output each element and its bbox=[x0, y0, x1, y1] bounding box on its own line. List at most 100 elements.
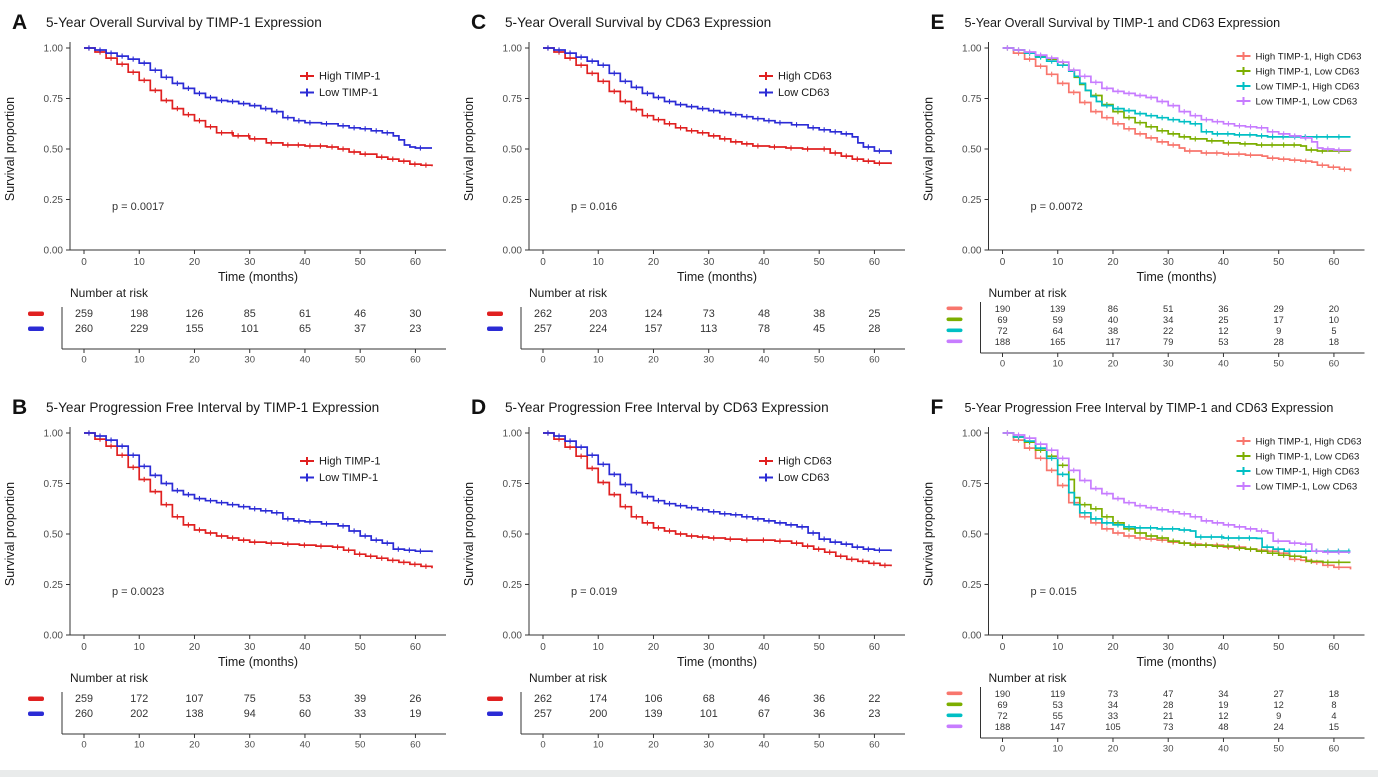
risk-cell-value: 165 bbox=[1050, 337, 1066, 347]
legend-marker-icon bbox=[1236, 82, 1251, 90]
legend-marker-icon bbox=[1236, 482, 1251, 490]
legend-entry-label: Low TIMP-1 bbox=[319, 472, 378, 484]
x-tick-label: 30 bbox=[1163, 642, 1175, 653]
x-tick-label: 50 bbox=[355, 642, 367, 653]
legend-marker-icon bbox=[1236, 467, 1251, 475]
x-tick-label: 30 bbox=[1163, 257, 1175, 268]
risk-cell-value: 23 bbox=[868, 708, 880, 720]
risk-cell-value: 202 bbox=[130, 708, 148, 720]
risk-cell-value: 262 bbox=[534, 308, 552, 320]
x-tick-label: 30 bbox=[703, 257, 715, 268]
risk-cell-value: 257 bbox=[534, 708, 552, 720]
legend-entry-label: Low TIMP-1 bbox=[319, 87, 378, 99]
x-tick-label: 40 bbox=[1218, 642, 1230, 653]
y-tick-label: 0.25 bbox=[503, 580, 523, 591]
x-tick-label: 20 bbox=[189, 257, 201, 268]
y-axis-label: Survival proportion bbox=[462, 97, 476, 201]
risk-cell-value: 33 bbox=[354, 708, 366, 720]
y-tick-label: 0.25 bbox=[44, 580, 64, 591]
x-axis-label: Time (months) bbox=[218, 655, 298, 669]
risk-cell-value: 86 bbox=[1108, 304, 1118, 314]
x-tick-label: 20 bbox=[648, 642, 660, 653]
risk-axis-tick-label: 60 bbox=[869, 740, 880, 751]
panel-C: C 5-Year Overall Survival by CD63 Express… bbox=[459, 0, 918, 385]
y-tick-label: 0.00 bbox=[44, 246, 64, 257]
x-tick-label: 10 bbox=[1052, 642, 1064, 653]
risk-axis-tick-label: 20 bbox=[648, 355, 659, 366]
x-tick-label: 0 bbox=[1000, 257, 1006, 268]
x-axis-label: Time (months) bbox=[1136, 270, 1216, 284]
panel-title: 5-Year Overall Survival by TIMP-1 Expres… bbox=[46, 15, 322, 30]
risk-cell-value: 73 bbox=[703, 308, 715, 320]
y-tick-label: 0.75 bbox=[44, 94, 64, 105]
risk-cell-value: 36 bbox=[1218, 304, 1228, 314]
risk-axis-tick-label: 0 bbox=[540, 355, 545, 366]
risk-cell-value: 79 bbox=[1163, 337, 1173, 347]
risk-row-marker bbox=[946, 339, 963, 344]
risk-cell-value: 67 bbox=[758, 708, 770, 720]
risk-cell-value: 138 bbox=[185, 708, 203, 720]
risk-cell-value: 38 bbox=[813, 308, 825, 320]
x-tick-label: 20 bbox=[1107, 257, 1119, 268]
y-tick-label: 0.00 bbox=[503, 631, 523, 642]
km-curve bbox=[543, 432, 892, 552]
censor-ticks bbox=[547, 45, 880, 154]
risk-cell-value: 68 bbox=[703, 693, 715, 705]
y-tick-label: 0.25 bbox=[962, 195, 982, 206]
risk-cell-value: 126 bbox=[185, 308, 203, 320]
risk-cell-value: 22 bbox=[868, 693, 880, 705]
risk-cell-value: 28 bbox=[868, 323, 880, 335]
risk-cell-value: 25 bbox=[868, 308, 880, 320]
legend-marker-icon bbox=[300, 72, 314, 80]
panel-letter-A: A bbox=[12, 11, 27, 34]
risk-cell-value: 94 bbox=[244, 708, 256, 720]
legend-entry-label: High TIMP-1 bbox=[319, 456, 381, 468]
x-tick-label: 0 bbox=[540, 257, 546, 268]
risk-row-marker bbox=[946, 306, 963, 311]
risk-cell-value: 64 bbox=[1053, 326, 1063, 336]
risk-cell-value: 259 bbox=[75, 308, 93, 320]
risk-axis-tick-label: 20 bbox=[1108, 359, 1119, 370]
panel-F: F 5-Year Progression Free Interval by TIM… bbox=[918, 385, 1378, 770]
risk-cell-value: 26 bbox=[409, 693, 421, 705]
censor-ticks bbox=[1006, 45, 1345, 172]
risk-axis-tick-label: 30 bbox=[1163, 359, 1174, 370]
risk-table-header: Number at risk bbox=[989, 671, 1068, 685]
legend-marker-icon bbox=[1236, 437, 1251, 445]
risk-cell-value: 17 bbox=[1274, 315, 1284, 325]
legend-entry-label: Low TIMP-1, High CD63 bbox=[1256, 467, 1360, 478]
km-chart-F: F 5-Year Progression Free Interval by TIM… bbox=[922, 396, 1365, 755]
y-tick-label: 0.00 bbox=[962, 631, 982, 642]
risk-axis-tick-label: 50 bbox=[814, 740, 825, 751]
x-axis-label: Time (months) bbox=[218, 270, 298, 284]
legend-marker-icon bbox=[759, 457, 773, 465]
risk-axis-tick-label: 30 bbox=[244, 740, 255, 751]
risk-table-header: Number at risk bbox=[529, 671, 608, 685]
risk-cell-value: 65 bbox=[299, 323, 311, 335]
p-value-label: p = 0.0072 bbox=[1031, 201, 1083, 213]
legend-marker-icon bbox=[1236, 67, 1251, 75]
x-tick-label: 20 bbox=[189, 642, 201, 653]
panel-letter-C: C bbox=[471, 11, 486, 34]
risk-cell-value: 53 bbox=[1218, 337, 1228, 347]
risk-cell-value: 260 bbox=[75, 708, 93, 720]
risk-table-header: Number at risk bbox=[989, 286, 1068, 300]
risk-cell-value: 20 bbox=[1329, 304, 1339, 314]
risk-row-marker bbox=[946, 713, 963, 718]
risk-cell-value: 27 bbox=[1274, 689, 1284, 699]
risk-axis-tick-label: 60 bbox=[410, 740, 421, 751]
risk-cell-value: 69 bbox=[997, 700, 1007, 710]
risk-row-marker bbox=[946, 702, 963, 707]
panel-D: D 5-Year Progression Free Interval by CD6… bbox=[459, 385, 918, 770]
risk-cell-value: 157 bbox=[644, 323, 662, 335]
risk-cell-value: 78 bbox=[758, 323, 770, 335]
y-tick-label: 0.75 bbox=[962, 94, 982, 105]
risk-cell-value: 39 bbox=[354, 693, 366, 705]
risk-cell-value: 10 bbox=[1329, 315, 1339, 325]
risk-row-marker bbox=[28, 326, 44, 331]
risk-row-marker bbox=[946, 317, 963, 322]
risk-cell-value: 139 bbox=[1050, 304, 1066, 314]
y-tick-label: 0.75 bbox=[44, 479, 64, 490]
y-tick-label: 0.75 bbox=[962, 479, 982, 490]
x-tick-label: 60 bbox=[869, 642, 881, 653]
